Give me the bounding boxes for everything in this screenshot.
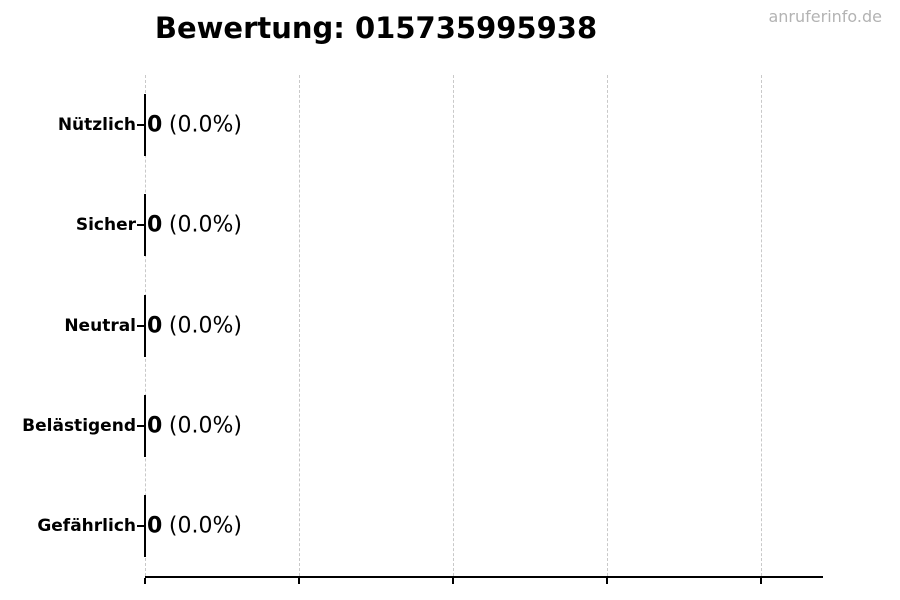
watermark-text: anruferinfo.de [768, 7, 882, 26]
value-annotation: 0 (0.0%) [147, 313, 242, 338]
zero-value-bar [144, 194, 146, 257]
plot-area: Nützlich 0 (0.0%) Sicher 0 (0.0%) Neutral … [22, 75, 823, 584]
y-axis-tick [137, 324, 144, 327]
x-axis-tick [760, 578, 762, 584]
y-axis-tick [137, 424, 144, 427]
x-axis-tick [144, 578, 146, 584]
value-annotation: 0 (0.0%) [147, 513, 242, 538]
bar-row: Neutral 0 (0.0%) [64, 275, 823, 375]
x-axis-tick [452, 578, 454, 584]
value-percent: (0.0%) [168, 112, 242, 138]
gridline [299, 75, 300, 576]
value-annotation: 0 (0.0%) [147, 113, 242, 138]
value-percent: (0.0%) [168, 413, 242, 439]
category-label: Neutral [64, 315, 136, 336]
value-percent: (0.0%) [168, 513, 242, 539]
gridline [761, 75, 762, 576]
chart-title: Bewertung: 015735995938 [154, 11, 598, 45]
bar-row: Gefährlich 0 (0.0%) [37, 476, 823, 576]
category-label: Belästigend [22, 415, 136, 436]
zero-value-bar [144, 294, 146, 357]
category-label: Sicher [75, 215, 136, 236]
x-axis-tick [606, 578, 608, 584]
value-count: 0 [147, 212, 163, 238]
value-count: 0 [147, 313, 163, 338]
gridline [453, 75, 454, 576]
zero-value-bar [144, 394, 146, 457]
value-percent: (0.0%) [168, 313, 242, 338]
category-label: Gefährlich [37, 515, 136, 536]
y-axis-tick [137, 224, 144, 227]
gridline [607, 75, 608, 576]
bar-row: Nützlich 0 (0.0%) [58, 75, 823, 175]
value-count: 0 [147, 112, 163, 138]
value-annotation: 0 (0.0%) [147, 413, 242, 438]
bar-rows: Nützlich 0 (0.0%) Sicher 0 (0.0%) Neutral … [22, 75, 823, 576]
bar-row: Belästigend 0 (0.0%) [22, 376, 823, 476]
x-axis-tick [298, 578, 300, 584]
zero-value-bar [144, 94, 146, 157]
y-axis-tick [137, 524, 144, 527]
category-label: Nützlich [57, 115, 136, 136]
y-axis-tick [137, 124, 144, 127]
value-count: 0 [147, 513, 163, 539]
value-percent: (0.0%) [168, 212, 242, 238]
bar-row: Sicher 0 (0.0%) [76, 175, 823, 275]
value-annotation: 0 (0.0%) [147, 213, 242, 238]
zero-value-bar [144, 494, 146, 557]
value-count: 0 [147, 413, 163, 439]
